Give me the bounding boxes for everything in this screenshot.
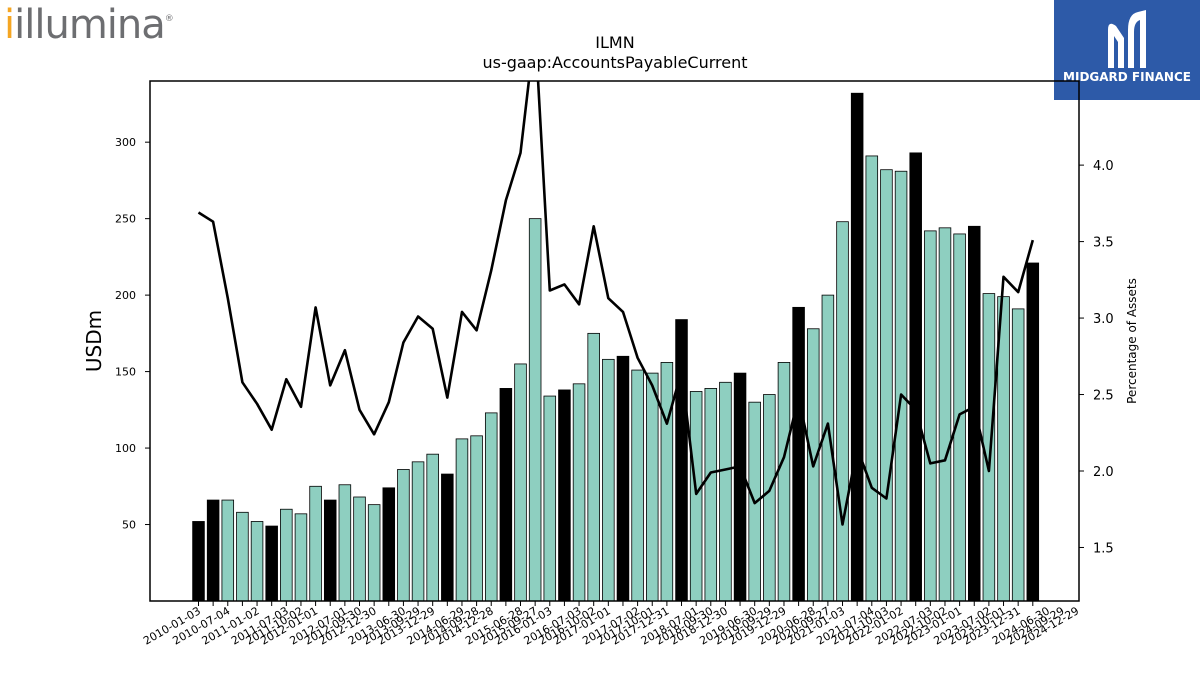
- y-tick-label: 200: [115, 289, 136, 302]
- bar: [763, 394, 776, 602]
- line-series: [197, 81, 1035, 526]
- bar: [645, 372, 659, 602]
- illumina-logo-text: illumina: [14, 2, 166, 48]
- y2-tick-label: 2.5: [1093, 389, 1114, 404]
- y2-tick-label: 1.5: [1093, 541, 1114, 556]
- bar: [250, 521, 264, 602]
- bar: [411, 461, 425, 602]
- y-tick-label: 150: [115, 366, 136, 379]
- bar: [719, 381, 732, 602]
- bar: [675, 319, 688, 602]
- y2-axis-label: Percentage of Assets: [1125, 278, 1139, 404]
- bar: [323, 499, 337, 602]
- bar: [909, 152, 922, 602]
- bar: [616, 355, 630, 602]
- bar: [938, 227, 952, 602]
- bar: [206, 499, 220, 602]
- bar: [367, 504, 381, 602]
- bar: [558, 389, 571, 602]
- bar: [499, 388, 513, 602]
- bar: [894, 170, 908, 602]
- bar: [572, 383, 586, 602]
- bar: [631, 369, 644, 602]
- bar: [792, 306, 805, 602]
- bar: [528, 218, 542, 602]
- x-axis: 2010-01-032010-07-042011-01-022011-07-03…: [141, 601, 1081, 648]
- bar: [309, 485, 322, 602]
- midgard-logo-text: MIDGARD FINANCE: [1063, 70, 1191, 84]
- bar: [543, 395, 557, 602]
- bar: [660, 362, 674, 602]
- bar: [967, 225, 981, 602]
- bar: [192, 521, 205, 602]
- percentage-line: [197, 81, 1035, 526]
- bar: [294, 513, 308, 602]
- bar: [426, 453, 439, 602]
- bar: [470, 435, 483, 602]
- plot-frame: [149, 80, 1080, 602]
- bar: [236, 511, 249, 602]
- y-tick-label: 50: [122, 519, 136, 532]
- bar: [1011, 308, 1025, 602]
- bar: [221, 499, 235, 602]
- bar: [587, 332, 600, 602]
- bar-series: [192, 92, 1040, 602]
- bar: [733, 372, 747, 602]
- midgard-logo-icon: [1108, 10, 1146, 68]
- bar: [777, 362, 791, 602]
- bar: [514, 363, 527, 602]
- bar: [689, 391, 703, 602]
- y2-tick-label: 4.0: [1093, 159, 1114, 174]
- bar: [265, 525, 278, 602]
- y-axis-left: 50 100 150 200 250 300: [115, 136, 150, 532]
- bar: [865, 155, 879, 602]
- bar: [880, 169, 893, 602]
- bar: [382, 487, 396, 602]
- y-tick-label: 100: [115, 442, 136, 455]
- bar: [338, 484, 352, 602]
- bar: [484, 412, 498, 602]
- y2-tick-label: 3.5: [1093, 236, 1114, 251]
- y2-tick-label: 2.0: [1093, 465, 1114, 480]
- y2-tick-label: 3.0: [1093, 312, 1114, 327]
- chart-subtitle: us-gaap:AccountsPayableCurrent: [482, 53, 747, 72]
- bar: [850, 92, 864, 602]
- chart-title: ILMN: [595, 33, 634, 52]
- y-axis-label: USDm: [82, 310, 106, 372]
- bar: [602, 358, 615, 602]
- bar: [441, 473, 454, 602]
- bar: [353, 496, 366, 602]
- y-axis-right: 1.5 2.0 2.5 3.0 3.5 4.0: [1079, 159, 1114, 556]
- bar: [704, 388, 718, 602]
- y-tick-label: 250: [115, 213, 136, 226]
- bar: [1026, 262, 1040, 602]
- bar: [924, 230, 937, 602]
- bar: [455, 438, 469, 602]
- registered-mark: ®: [164, 14, 174, 24]
- bar: [397, 469, 410, 602]
- y-tick-label: 300: [115, 136, 136, 149]
- bar: [280, 508, 293, 602]
- illumina-logo: iillumina®: [4, 2, 174, 48]
- bar: [836, 221, 849, 602]
